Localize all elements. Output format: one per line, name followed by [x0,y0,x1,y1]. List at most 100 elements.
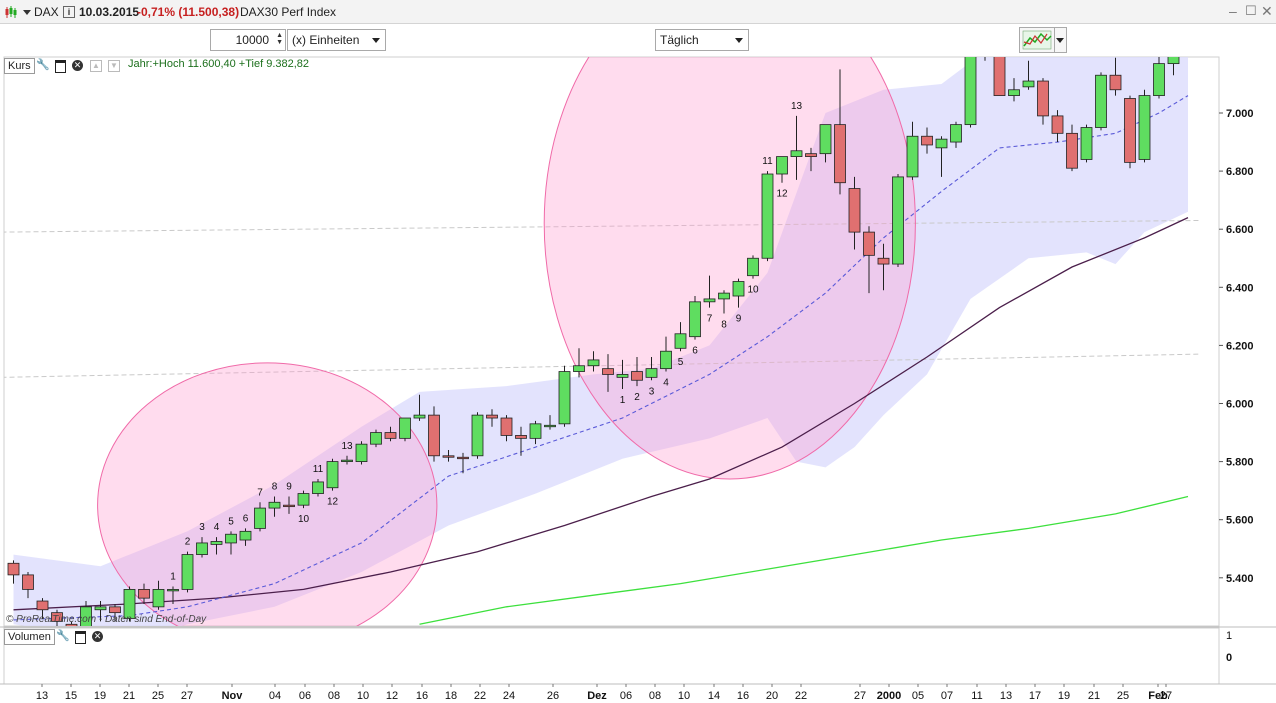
candle-body [7,562,20,576]
candle [268,496,281,517]
candle-body [94,606,107,611]
interval-select-value: Täglich [660,33,699,47]
candle-body [123,589,136,619]
maximize-icon[interactable]: ☐ [1245,3,1257,18]
candle [1008,78,1020,102]
candle-body [776,156,788,175]
chart-style-dropdown[interactable] [1055,27,1067,53]
symbol-dropdown-icon[interactable] [23,10,31,15]
candle-body [906,135,919,178]
quantity-spinner-icon[interactable]: ▲ ▼ [276,32,283,46]
volume-remove-icon[interactable]: ✕ [92,631,103,642]
candle-body [65,623,78,626]
y-tick-label: 5.800 [1226,457,1254,469]
x-tick-label: 16 [416,690,428,702]
candle-body [355,443,368,463]
sequence-label: 10 [298,514,310,525]
x-tick-label: 27 [854,690,866,702]
candle-body [457,456,469,460]
x-tick-label: 19 [1058,690,1070,702]
x-tick-label: 2000 [877,690,901,702]
candle-body [892,176,904,265]
sequence-label: 11 [762,156,773,167]
x-tick-label: 19 [94,690,106,702]
volume-wrench-icon[interactable]: 🔧 [56,630,70,642]
chart-style-button[interactable] [1019,27,1055,53]
sequence-label: 13 [341,441,353,452]
quantity-input[interactable]: 10000 ▲ ▼ [210,29,286,51]
move-up-icon[interactable]: ▲ [90,60,102,72]
candle [283,496,295,514]
candlestick-logo-icon [5,6,17,18]
candle [964,57,977,128]
candle-body [370,432,382,445]
wrench-icon[interactable]: 🔧 [36,59,50,71]
candle-body [587,359,600,367]
candle-body [1037,80,1049,117]
x-tick-label: 05 [912,690,924,702]
x-tick-label: 16 [737,690,749,702]
sequence-label: 4 [663,378,669,389]
close-icon[interactable]: ✕ [1261,3,1273,19]
x-tick-label: 13 [1000,690,1012,702]
candle [616,359,629,389]
candle [863,226,875,294]
volume-label: Volumen [4,629,55,645]
candle [1095,72,1107,131]
x-tick-label: 25 [152,690,164,702]
sequence-label: 12 [776,189,788,200]
candle-body [660,350,672,370]
window-icon[interactable] [55,60,66,73]
candle [950,121,962,148]
highlight-ellipse-1 [97,362,438,626]
candle-body [935,138,948,149]
candle [935,136,948,177]
x-tick-label: 11 [971,690,982,702]
candle [312,479,324,497]
candle [993,57,1006,96]
candle-body [384,432,397,439]
change-label: -0,71% (11.500,38) [137,5,240,19]
title-bar: DAX i 10.03.2015 -0,71% (11.500,38) DAX3… [0,0,1276,24]
candle [196,537,208,558]
unit-select[interactable]: (x) Einheiten [287,29,386,51]
candle [573,348,585,378]
candle [167,586,179,604]
candle [181,551,194,593]
y-tick-label: 6.600 [1226,224,1254,236]
candle-body [1051,115,1064,134]
candle-body [428,414,440,457]
y-tick-label: 6.200 [1226,340,1254,352]
candle [1080,124,1093,163]
candle-body [181,554,194,590]
candle-body [964,57,977,126]
candle-body [1138,95,1151,160]
symbol-label[interactable]: DAX [34,5,59,19]
candle-body [645,368,658,378]
info-icon[interactable]: i [63,6,75,18]
candle-body [790,150,803,157]
candle [660,336,672,372]
candle-body [515,435,527,439]
volume-plot-frame [3,627,1220,685]
move-down-icon[interactable]: ▼ [108,60,120,72]
x-tick-label: Feb [1148,690,1168,702]
x-tick-label: 15 [65,690,77,702]
candle [587,351,600,372]
candle-body [1095,74,1107,128]
candle [761,171,774,262]
volume-window-icon[interactable] [75,631,86,644]
interval-dropdown-icon [735,38,743,43]
sequence-label: 8 [272,481,278,492]
x-tick-label: 14 [708,690,720,702]
candle [921,127,933,154]
interval-select[interactable]: Täglich [655,29,749,51]
candle-body [341,459,353,462]
candle [355,441,368,465]
sequence-label: 5 [678,357,684,368]
minimize-icon[interactable]: – [1229,3,1237,19]
candle [790,115,803,180]
candle [515,426,527,456]
remove-icon[interactable]: ✕ [72,60,83,71]
